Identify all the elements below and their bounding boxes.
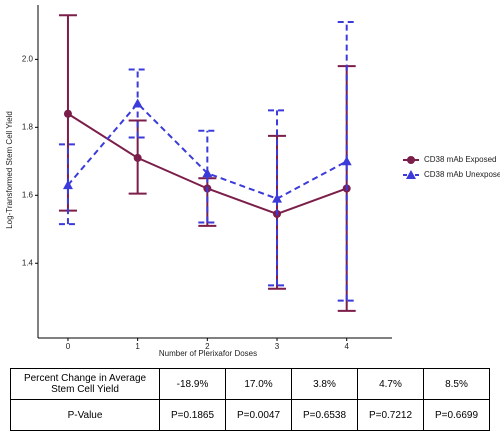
point [272, 193, 283, 203]
table-cell: P=0.1865 [159, 399, 226, 431]
table-cell: Percent Change in Average Stem Cell Yiel… [10, 368, 160, 400]
y-axis-title: Log-Transformed Stem Cell Yield [5, 111, 14, 229]
x-tick-label: 3 [275, 342, 280, 351]
stats-table: Percent Change in Average Stem Cell Yiel… [10, 368, 490, 431]
table-cell: 4.7% [357, 368, 424, 400]
point [62, 180, 73, 190]
legend-label: CD38 mAb Unexposed [424, 170, 500, 179]
legend-label: CD38 mAb Exposed [424, 155, 496, 164]
x-tick-label: 4 [344, 342, 349, 351]
table-cell: P=0.6538 [291, 399, 358, 431]
y-tick-label: 2.0 [22, 54, 34, 63]
y-tick-label: 1.8 [22, 122, 34, 131]
table-cell: P=0.7212 [357, 399, 424, 431]
legend-marker [407, 156, 415, 164]
x-tick-label: 1 [135, 342, 140, 351]
table-cell: 3.8% [291, 368, 358, 400]
point [63, 109, 72, 118]
table-cell: P-Value [10, 399, 160, 431]
y-tick-label: 1.4 [22, 258, 34, 267]
point [133, 153, 142, 162]
x-axis-title: Number of Plerixafor Doses [159, 349, 257, 358]
chart: Log-Transformed Stem Cell Yield Number o… [5, 5, 500, 358]
point [132, 98, 143, 108]
x-tick-label: 0 [66, 342, 71, 351]
point [341, 156, 352, 166]
table-cell: 8.5% [423, 368, 490, 400]
point [202, 168, 213, 178]
y-tick-label: 1.6 [22, 190, 34, 199]
legend-marker [406, 170, 416, 179]
table-cell: -18.9% [159, 368, 226, 400]
x-tick-label: 2 [205, 342, 210, 351]
table-cell: 17.0% [225, 368, 292, 400]
table-cell: P=0.6699 [423, 399, 490, 431]
table-row: P-Value P=0.1865 P=0.0047 P=0.6538 P=0.7212 P… [10, 399, 490, 431]
table-row: Percent Change in Average Stem Cell Yiel… [10, 368, 490, 400]
table-cell: P=0.0047 [225, 399, 292, 431]
